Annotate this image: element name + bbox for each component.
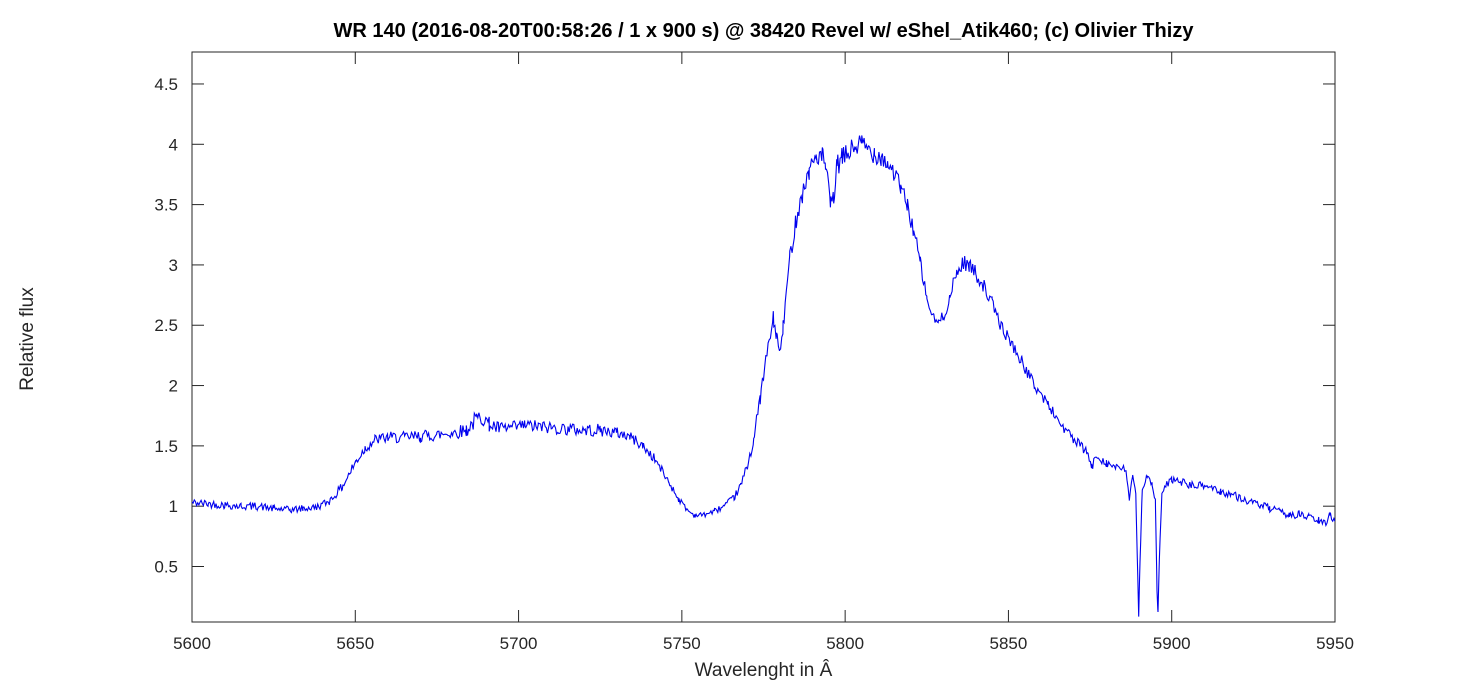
chart-title: WR 140 (2016-08-20T00:58:26 / 1 x 900 s)…: [333, 20, 1194, 42]
x-tick-label: 5950: [1316, 634, 1354, 653]
y-tick-label: 3: [169, 256, 178, 275]
y-tick-label: 3.5: [154, 196, 178, 215]
x-tick-label: 5850: [990, 634, 1028, 653]
x-tick-label: 5900: [1153, 634, 1191, 653]
x-axis-label: Wavelenght in Â: [694, 660, 833, 681]
y-tick-label: 4.5: [154, 75, 178, 94]
y-tick-label: 1: [169, 497, 178, 516]
y-tick-label: 1.5: [154, 437, 178, 456]
axes-box: [191, 51, 1336, 623]
x-tick-label: 5600: [173, 634, 211, 653]
y-tick-label: 2: [169, 377, 178, 396]
spectrum-line: [192, 135, 1335, 617]
y-tick-label: 2.5: [154, 316, 178, 335]
y-tick-label: 4: [169, 135, 178, 154]
y-tick-label: 0.5: [154, 558, 178, 577]
x-tick-label: 5750: [663, 634, 701, 653]
x-tick-label: 5650: [336, 634, 374, 653]
y-axis-label: Relative flux: [17, 287, 38, 391]
x-tick-label: 5800: [826, 634, 864, 653]
x-tick-label: 5700: [500, 634, 538, 653]
